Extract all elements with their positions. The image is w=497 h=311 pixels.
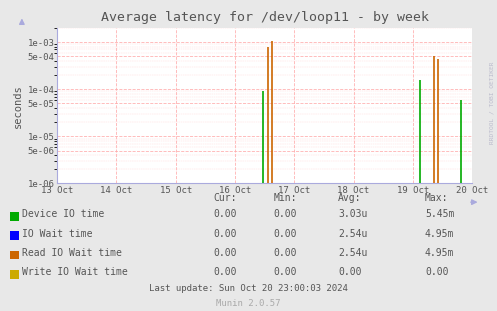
Text: Write IO Wait time: Write IO Wait time [22, 267, 128, 277]
Text: 2.54u: 2.54u [338, 229, 367, 239]
Text: Munin 2.0.57: Munin 2.0.57 [216, 299, 281, 308]
Text: Device IO time: Device IO time [22, 209, 104, 219]
Text: 0.00: 0.00 [273, 248, 297, 258]
Text: Cur:: Cur: [214, 193, 237, 202]
Text: 0.00: 0.00 [214, 209, 237, 219]
Title: Average latency for /dev/loop11 - by week: Average latency for /dev/loop11 - by wee… [101, 11, 428, 24]
Text: IO Wait time: IO Wait time [22, 229, 93, 239]
Text: 0.00: 0.00 [214, 248, 237, 258]
Text: Last update: Sun Oct 20 23:00:03 2024: Last update: Sun Oct 20 23:00:03 2024 [149, 284, 348, 293]
Text: 4.95m: 4.95m [425, 229, 454, 239]
Text: Read IO Wait time: Read IO Wait time [22, 248, 122, 258]
Text: 0.00: 0.00 [273, 229, 297, 239]
Text: 2.54u: 2.54u [338, 248, 367, 258]
Text: Max:: Max: [425, 193, 448, 202]
Text: Min:: Min: [273, 193, 297, 202]
Text: 5.45m: 5.45m [425, 209, 454, 219]
Text: Avg:: Avg: [338, 193, 361, 202]
Y-axis label: seconds: seconds [13, 84, 23, 128]
Text: RRDTOOL / TOBI OETIKER: RRDTOOL / TOBI OETIKER [490, 61, 495, 144]
Text: 0.00: 0.00 [214, 267, 237, 277]
Text: 0.00: 0.00 [214, 229, 237, 239]
Text: 4.95m: 4.95m [425, 248, 454, 258]
Text: 3.03u: 3.03u [338, 209, 367, 219]
Text: 0.00: 0.00 [273, 267, 297, 277]
Text: 0.00: 0.00 [273, 209, 297, 219]
Text: 0.00: 0.00 [338, 267, 361, 277]
Text: 0.00: 0.00 [425, 267, 448, 277]
